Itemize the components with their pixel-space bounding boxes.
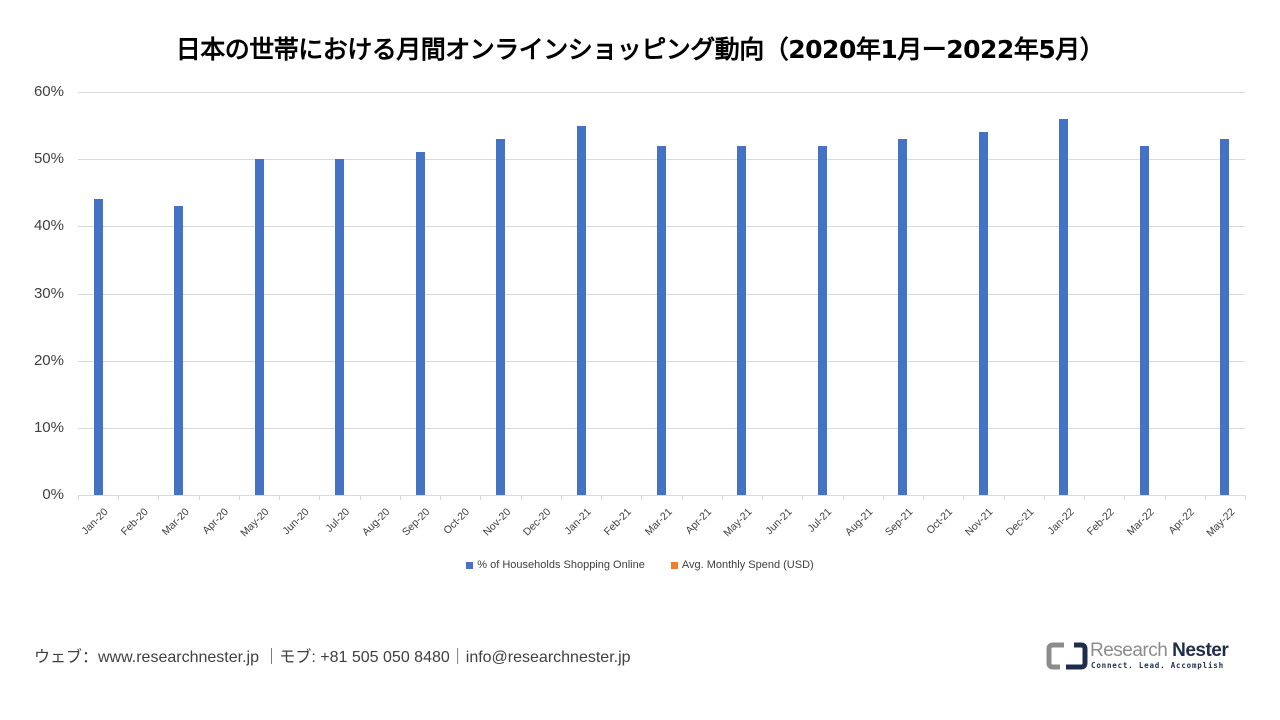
y-axis-tick-label: 40% <box>33 217 64 234</box>
x-axis-tick-label: Jan-21 <box>562 506 594 538</box>
x-axis-tick-mark <box>521 495 522 500</box>
chart-legend: % of Households Shopping Online Avg. Mont… <box>0 559 1280 571</box>
x-axis-tick-mark <box>762 495 763 500</box>
y-axis-tick-label: 60% <box>33 83 64 100</box>
legend-swatch-icon <box>466 561 474 569</box>
x-axis-tick-label: Apr-21 <box>683 506 715 537</box>
x-axis-tick-label: Jan-20 <box>79 506 111 538</box>
x-axis-tick-label: Mar-20 <box>159 506 192 539</box>
bar-jan-20 <box>94 199 103 495</box>
logo-tagline: Connect. Lead. Accomplish <box>1091 661 1224 670</box>
research-nester-logo: Research Nester Connect. Lead. Accomplis… <box>1046 640 1229 672</box>
x-axis-tick-label: Aug-21 <box>843 506 876 539</box>
bar-jul-21 <box>818 146 827 495</box>
x-axis-tick-mark <box>923 495 924 500</box>
x-axis-tick-mark <box>480 495 481 500</box>
x-axis-tick-mark <box>1044 495 1045 500</box>
bar-jul-20 <box>335 159 344 495</box>
y-axis-tick-label: 0% <box>42 486 64 503</box>
x-axis-tick-label: Nov-21 <box>963 506 996 539</box>
x-axis-tick-label: Dec-21 <box>1004 506 1037 539</box>
x-axis-tick-mark <box>1205 495 1206 500</box>
x-axis-tick-mark <box>1004 495 1005 500</box>
bar-may-21 <box>737 146 746 495</box>
x-axis-tick-mark <box>561 495 562 500</box>
x-axis-line <box>78 495 1245 496</box>
logo-word-research: Research <box>1090 640 1168 661</box>
bar-mar-21 <box>657 146 666 495</box>
x-axis-tick-mark <box>802 495 803 500</box>
x-axis-tick-label: Mar-22 <box>1124 506 1157 539</box>
bar-sep-21 <box>898 139 907 495</box>
gridline <box>78 92 1245 93</box>
legend-swatch-icon <box>670 561 678 569</box>
legend-label: % of Households Shopping Online <box>477 559 645 571</box>
x-axis-tick-label: Apr-20 <box>200 506 232 537</box>
bar-may-22 <box>1220 139 1229 495</box>
bar-sep-20 <box>416 152 425 495</box>
x-axis-tick-label: Apr-22 <box>1166 506 1198 537</box>
x-axis-tick-label: Aug-20 <box>360 506 393 539</box>
x-axis-tick-mark <box>118 495 119 500</box>
x-axis-tick-label: Sep-20 <box>400 506 433 539</box>
x-axis-tick-label: Mar-21 <box>642 506 675 539</box>
bar-mar-20 <box>174 206 183 495</box>
bar-jan-21 <box>577 126 586 495</box>
y-axis-tick-label: 20% <box>33 352 64 369</box>
x-axis-tick-mark <box>199 495 200 500</box>
x-axis-tick-mark <box>1165 495 1166 500</box>
y-axis-tick-label: 50% <box>33 150 64 167</box>
logo-word-nester: Nester <box>1172 640 1229 661</box>
x-axis-tick-label: May-21 <box>721 506 755 540</box>
x-axis-tick-mark <box>319 495 320 500</box>
y-axis-tick-label: 10% <box>33 419 64 436</box>
x-axis-tick-mark <box>158 495 159 500</box>
contact-footer: ウェブ：www.researchnester.jp ｜モブ: +81 505 0… <box>34 649 631 666</box>
x-axis-tick-label: Jun-20 <box>280 506 312 538</box>
x-axis-tick-mark <box>1124 495 1125 500</box>
x-axis-tick-mark <box>400 495 401 500</box>
x-axis-tick-label: Oct-20 <box>441 506 473 537</box>
x-axis-tick-label: Jul-21 <box>805 506 835 535</box>
x-axis-tick-label: Jun-21 <box>763 506 795 538</box>
x-axis-tick-mark <box>1084 495 1085 500</box>
x-axis-tick-mark <box>78 495 79 500</box>
x-axis-tick-label: Oct-21 <box>924 506 956 537</box>
x-axis-tick-mark <box>682 495 683 500</box>
x-axis-tick-label: Feb-21 <box>601 506 634 539</box>
x-axis-tick-mark <box>963 495 964 500</box>
x-axis-tick-mark <box>641 495 642 500</box>
legend-label: Avg. Monthly Spend (USD) <box>681 559 814 571</box>
bar-may-20 <box>255 159 264 495</box>
x-axis-tick-mark <box>239 495 240 500</box>
x-axis-tick-label: Dec-20 <box>521 506 554 539</box>
x-axis-tick-label: Jan-22 <box>1045 506 1077 538</box>
x-axis-tick-label: May-20 <box>238 506 272 540</box>
x-axis-tick-mark <box>360 495 361 500</box>
x-axis-tick-mark <box>440 495 441 500</box>
bar-mar-22 <box>1140 146 1149 495</box>
x-axis-tick-label: Sep-21 <box>883 506 916 539</box>
logo-bracket-icon <box>1046 642 1088 670</box>
x-axis-tick-mark <box>843 495 844 500</box>
chart-title: 日本の世帯における月間オンラインショッピング動向（2020年1月ー2022年5月… <box>175 35 1105 64</box>
x-axis-tick-mark <box>722 495 723 500</box>
x-axis-tick-label: May-22 <box>1204 506 1238 540</box>
legend-item: Avg. Monthly Spend (USD) <box>670 559 814 571</box>
x-axis-tick-mark <box>279 495 280 500</box>
x-axis-tick-label: Feb-22 <box>1084 506 1117 539</box>
bar-nov-21 <box>979 132 988 495</box>
bar-jan-22 <box>1059 119 1068 495</box>
x-axis-tick-mark <box>601 495 602 500</box>
x-axis-tick-mark <box>883 495 884 500</box>
legend-item: % of Households Shopping Online <box>466 559 645 571</box>
x-axis-tick-mark <box>1245 495 1246 500</box>
x-axis-tick-label: Nov-20 <box>481 506 514 539</box>
x-axis-tick-label: Feb-20 <box>118 506 151 539</box>
y-axis-tick-label: 30% <box>33 285 64 302</box>
x-axis-tick-label: Jul-20 <box>323 506 353 535</box>
bar-nov-20 <box>496 139 505 495</box>
